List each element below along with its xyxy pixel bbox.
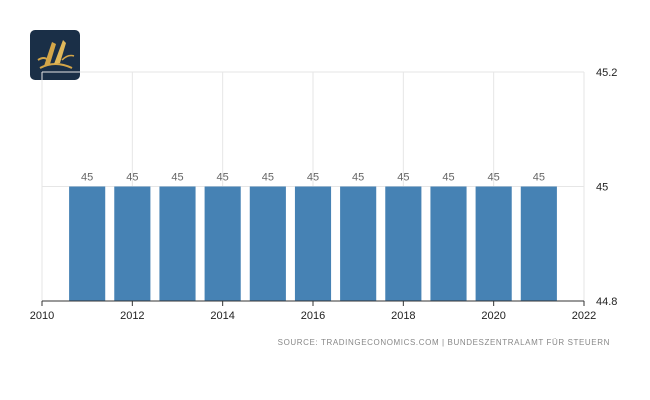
data-label: 45: [217, 172, 229, 184]
bars: [69, 186, 557, 301]
data-label: 45: [488, 172, 500, 184]
source-note: SOURCE: TRADINGECONOMICS.COM | BUNDESZEN…: [277, 338, 610, 347]
bar: [520, 186, 557, 301]
bar: [475, 186, 512, 301]
data-label: 45: [307, 172, 319, 184]
data-label: 45: [397, 172, 409, 184]
x-tick-label: 2016: [301, 310, 325, 322]
x-tick-label: 2020: [481, 310, 505, 322]
labels: 45 45 45 45 45 45 45 45 45 45 45 2010 2012 2014 2016 20…: [30, 67, 618, 322]
x-tick-label: 2010: [30, 310, 54, 322]
data-label: 45: [171, 172, 183, 184]
bar: [69, 186, 106, 301]
x-tick-label: 2014: [210, 310, 234, 322]
bar: [294, 186, 332, 301]
data-label: 45: [442, 172, 454, 184]
y-tick-label: 45.2: [596, 67, 617, 79]
y-tick-label: 45: [596, 182, 608, 194]
x-tick-label: 2012: [120, 310, 144, 322]
data-label: 45: [533, 172, 545, 184]
bar: [385, 186, 422, 301]
bar: [249, 186, 286, 301]
data-label: 45: [262, 172, 274, 184]
data-label: 45: [81, 172, 93, 184]
bar: [430, 186, 467, 301]
bar: [114, 186, 151, 301]
x-tick-label: 2022: [572, 310, 596, 322]
bar: [159, 186, 196, 301]
brand-logo-icon: [37, 40, 75, 69]
data-label: 45: [352, 172, 364, 184]
axes: [41, 300, 585, 306]
bar: [204, 186, 241, 301]
x-tick-label: 2018: [391, 310, 415, 322]
y-tick-label: 44.8: [596, 296, 617, 308]
bar: [340, 186, 377, 301]
data-label: 45: [126, 172, 138, 184]
